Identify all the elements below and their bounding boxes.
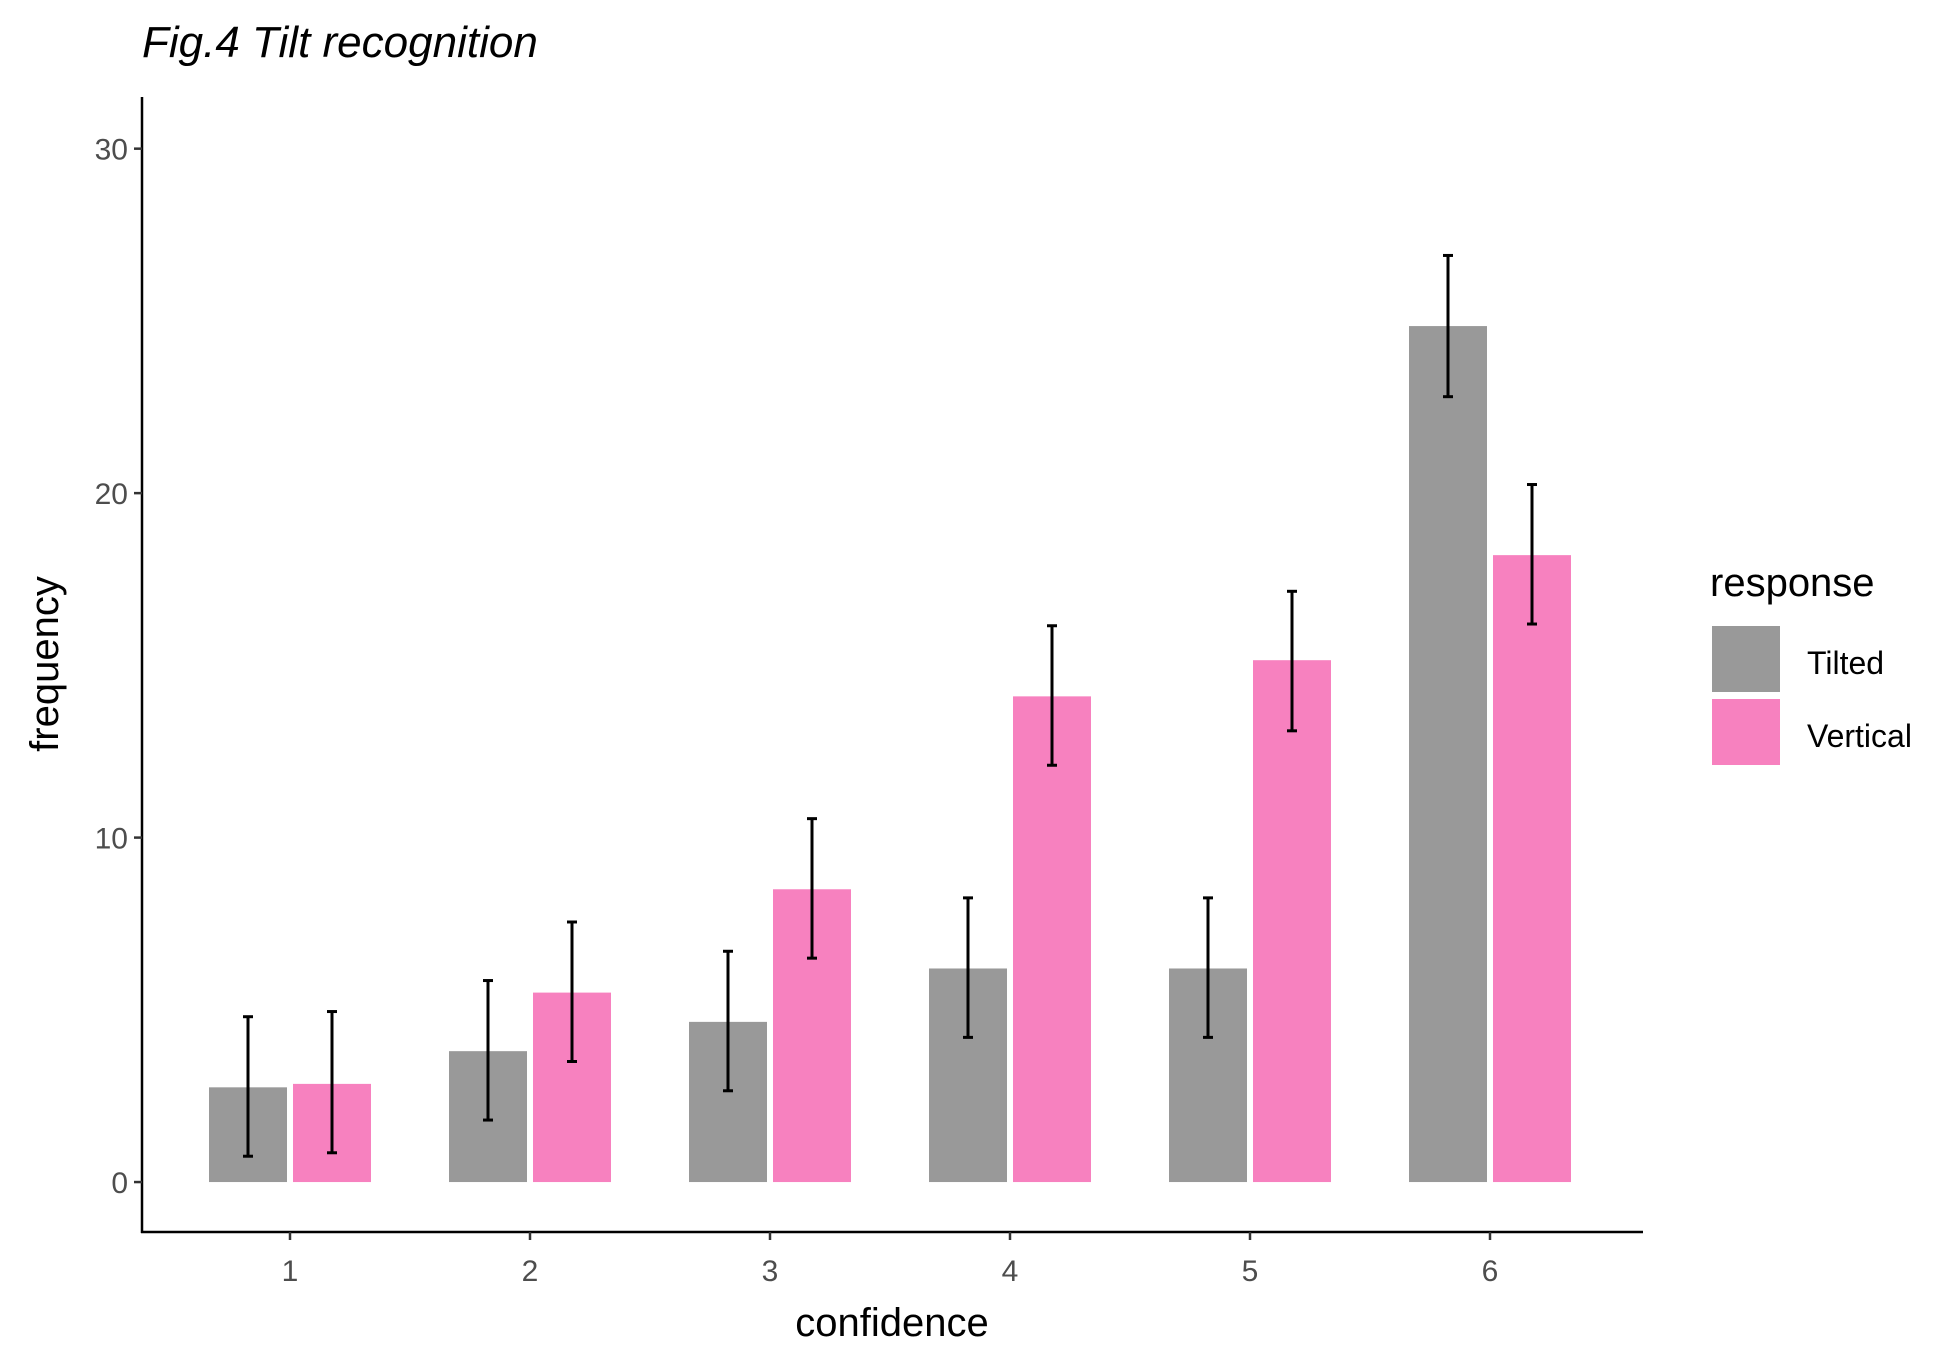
y-axis-title: frequency bbox=[23, 576, 67, 752]
bar-vertical-5 bbox=[1253, 660, 1331, 1183]
x-tick-label-1: 1 bbox=[282, 1255, 299, 1288]
y-tick-label-0: 0 bbox=[111, 1167, 128, 1200]
x-tick-label-4: 4 bbox=[1002, 1255, 1019, 1288]
legend-key-vertical bbox=[1712, 699, 1780, 765]
bar-vertical-4 bbox=[1013, 696, 1091, 1183]
x-tick-label-3: 3 bbox=[762, 1255, 779, 1288]
y-tick-label-10: 10 bbox=[95, 823, 128, 856]
x-tick-label-2: 2 bbox=[522, 1255, 539, 1288]
y-tick-label-20: 20 bbox=[95, 478, 128, 511]
x-tick-label-6: 6 bbox=[1482, 1255, 1499, 1288]
legend-label-tilted: Tilted bbox=[1807, 645, 1884, 681]
bar-tilted-6 bbox=[1409, 326, 1487, 1183]
plot-area bbox=[209, 253, 1571, 1183]
x-tick-label-5: 5 bbox=[1242, 1255, 1259, 1288]
legend-key-tilted bbox=[1712, 626, 1780, 692]
bar-vertical-6 bbox=[1493, 555, 1571, 1183]
y-axis-ticks: 0 10 20 30 bbox=[95, 134, 142, 1200]
legend-label-vertical: Vertical bbox=[1807, 718, 1912, 754]
y-tick-label-30: 30 bbox=[95, 134, 128, 167]
x-axis-title: confidence bbox=[795, 1301, 988, 1345]
chart-title: Fig.4 Tilt recognition bbox=[142, 18, 538, 67]
x-axis-ticks: 1 2 3 4 5 6 bbox=[282, 1232, 1499, 1288]
legend-title: response bbox=[1710, 561, 1875, 605]
legend: response Tilted Vertical bbox=[1710, 561, 1912, 765]
